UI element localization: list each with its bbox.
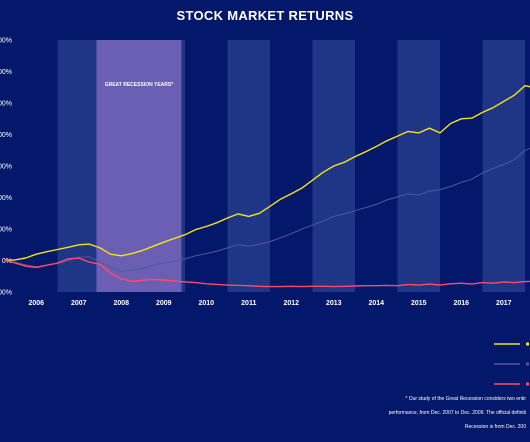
x-tick-label: 2013	[326, 300, 342, 307]
y-tick-label: 600%	[0, 69, 12, 76]
footnote-line-1: * Our study of the Great Recession consi…	[405, 396, 526, 402]
year-band-2007	[57, 40, 100, 292]
year-band-2017	[482, 40, 525, 292]
chart-title: STOCK MARKET RETURNS	[176, 8, 354, 23]
footnote-line-2: performance, from Dec. 2007 to Dec. 2009…	[388, 410, 526, 416]
x-tick-label: 2009	[156, 300, 172, 307]
y-tick-label: 500%	[0, 101, 12, 108]
x-tick-label: 2007	[71, 300, 87, 307]
y-tick-label: 700%	[0, 38, 12, 45]
y-tick-label: 100%	[0, 227, 12, 234]
y-tick-label: 400%	[0, 132, 12, 139]
x-tick-label: 2012	[283, 300, 299, 307]
recession-band	[96, 40, 182, 292]
x-tick-label: 2010	[198, 300, 214, 307]
x-axis-ticks: 2006 2007 2008 2009 2010 2011 2012 2013 2014 2015…	[28, 300, 511, 307]
series-group	[4, 85, 530, 288]
x-tick-label: 2017	[496, 300, 512, 307]
year-band-2011	[227, 40, 270, 292]
x-tick-label: 2016	[453, 300, 469, 307]
legend-label-stub-1	[526, 342, 529, 346]
series-line-3	[4, 257, 530, 288]
footnote-line-3: Recession is from Dec. 200	[464, 424, 526, 430]
x-tick-label: 2008	[113, 300, 129, 307]
recession-label: GREAT RECESSION YEARS*	[105, 82, 173, 88]
x-tick-label: 2015	[411, 300, 427, 307]
year-band-2015	[397, 40, 440, 292]
legend-label-stub-3	[526, 382, 529, 386]
series-line-1	[4, 85, 530, 262]
x-tick-label: 2011	[241, 300, 256, 307]
legend	[494, 342, 529, 386]
y-tick-label: 300%	[0, 164, 12, 171]
legend-label-stub-2	[526, 362, 529, 366]
y-axis-ticks: -100%0%100%200%300%400%500%600%700%	[0, 38, 12, 297]
recession-band-group: GREAT RECESSION YEARS*	[96, 40, 182, 292]
y-tick-label: 200%	[0, 195, 12, 202]
y-tick-label: -100%	[0, 290, 12, 297]
x-tick-label: 2006	[28, 300, 44, 307]
series-line-2	[4, 147, 530, 272]
x-tick-label: 2014	[368, 300, 384, 307]
